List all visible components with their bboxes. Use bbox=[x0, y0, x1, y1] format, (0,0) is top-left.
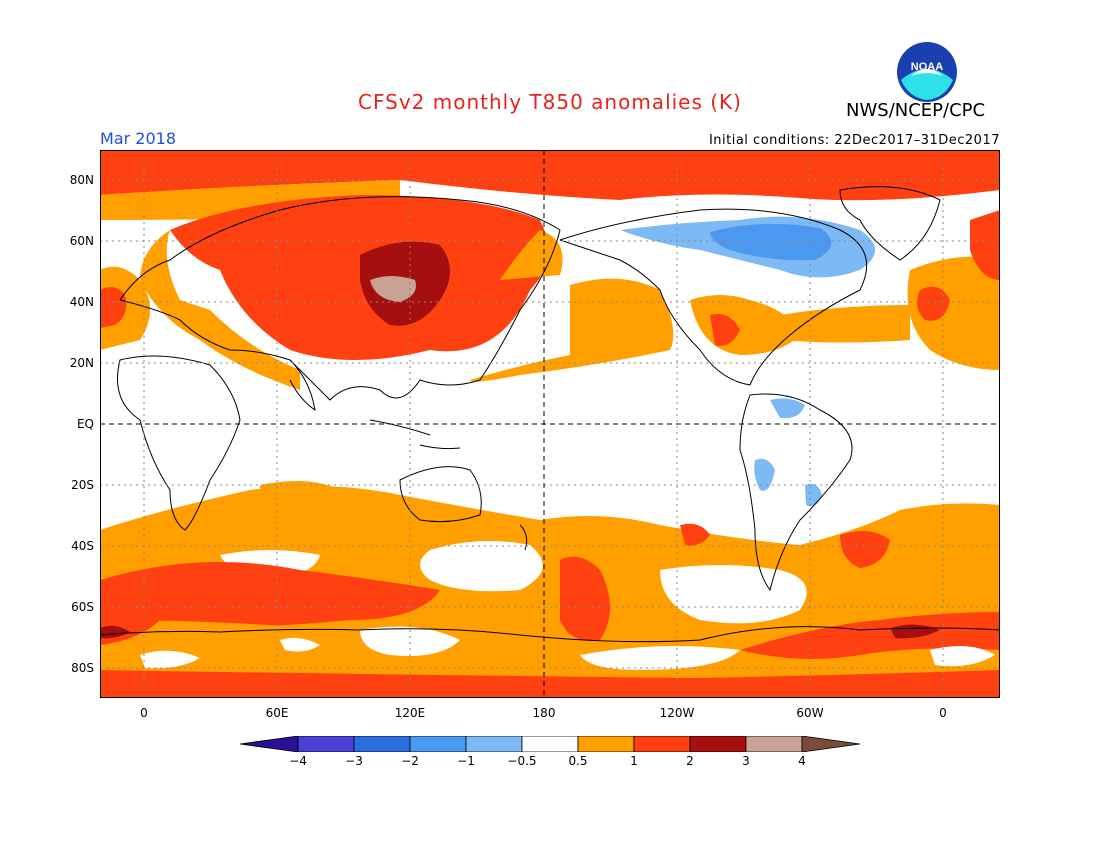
colorbar-cell bbox=[745, 736, 803, 752]
lon-label-0: 0 bbox=[140, 706, 148, 720]
colorbar-label: 0.5 bbox=[568, 754, 588, 768]
lat-label-80n: 80N bbox=[69, 173, 94, 187]
lon-label-180: 180 bbox=[532, 706, 556, 720]
colorbar-cell bbox=[521, 736, 579, 752]
lon-label-120e: 120E bbox=[394, 706, 426, 720]
lon-label-120w: 120W bbox=[659, 706, 695, 720]
colorbar-cell bbox=[297, 736, 355, 752]
lon-label-60e: 60E bbox=[265, 706, 289, 720]
logo-text: NOAA bbox=[911, 61, 943, 73]
forecast-period: Mar 2018 bbox=[100, 129, 176, 148]
lat-label-40n: 40N bbox=[69, 295, 94, 309]
lon-label-0-right: 0 bbox=[939, 706, 947, 720]
page-title: CFSv2 monthly T850 anomalies (K) bbox=[358, 90, 742, 114]
lat-label-60s: 60S bbox=[71, 600, 94, 614]
lat-label-20s: 20S bbox=[71, 478, 94, 492]
colorbar-cell bbox=[409, 736, 467, 752]
initial-conditions: Initial conditions: 22Dec2017–31Dec2017 bbox=[708, 133, 1000, 148]
organization-label: NWS/NCEP/CPC bbox=[846, 100, 986, 121]
colorbar-cell bbox=[353, 736, 411, 752]
colorbar-cell bbox=[577, 736, 635, 752]
colorbar-label: −3 bbox=[345, 754, 363, 768]
lat-label-40s: 40S bbox=[71, 539, 94, 553]
colorbar-label: 2 bbox=[686, 754, 694, 768]
lat-label-20n: 20N bbox=[69, 356, 94, 370]
lat-label-60n: 60N bbox=[69, 234, 94, 248]
colorbar-cell bbox=[465, 736, 523, 752]
colorbar-label: −0.5 bbox=[507, 754, 537, 768]
lat-label-eq: EQ bbox=[76, 417, 94, 431]
noaa-logo: NOAA bbox=[895, 40, 959, 104]
colorbar-cell bbox=[633, 736, 691, 752]
colorbar bbox=[240, 736, 861, 752]
colorbar-label: 1 bbox=[630, 754, 638, 768]
lat-label-80s: 80S bbox=[71, 661, 94, 675]
colorbar-label: −1 bbox=[457, 754, 475, 768]
colorbar-arrow-high bbox=[801, 736, 861, 752]
lon-label-60w: 60W bbox=[796, 706, 824, 720]
colorbar-label: 3 bbox=[742, 754, 750, 768]
colorbar-label: −4 bbox=[289, 754, 307, 768]
colorbar-cell bbox=[689, 736, 747, 752]
anomaly-map bbox=[100, 150, 1000, 698]
colorbar-arrow-low bbox=[240, 736, 299, 752]
colorbar-label: −2 bbox=[401, 754, 419, 768]
colorbar-label: 4 bbox=[798, 754, 806, 768]
